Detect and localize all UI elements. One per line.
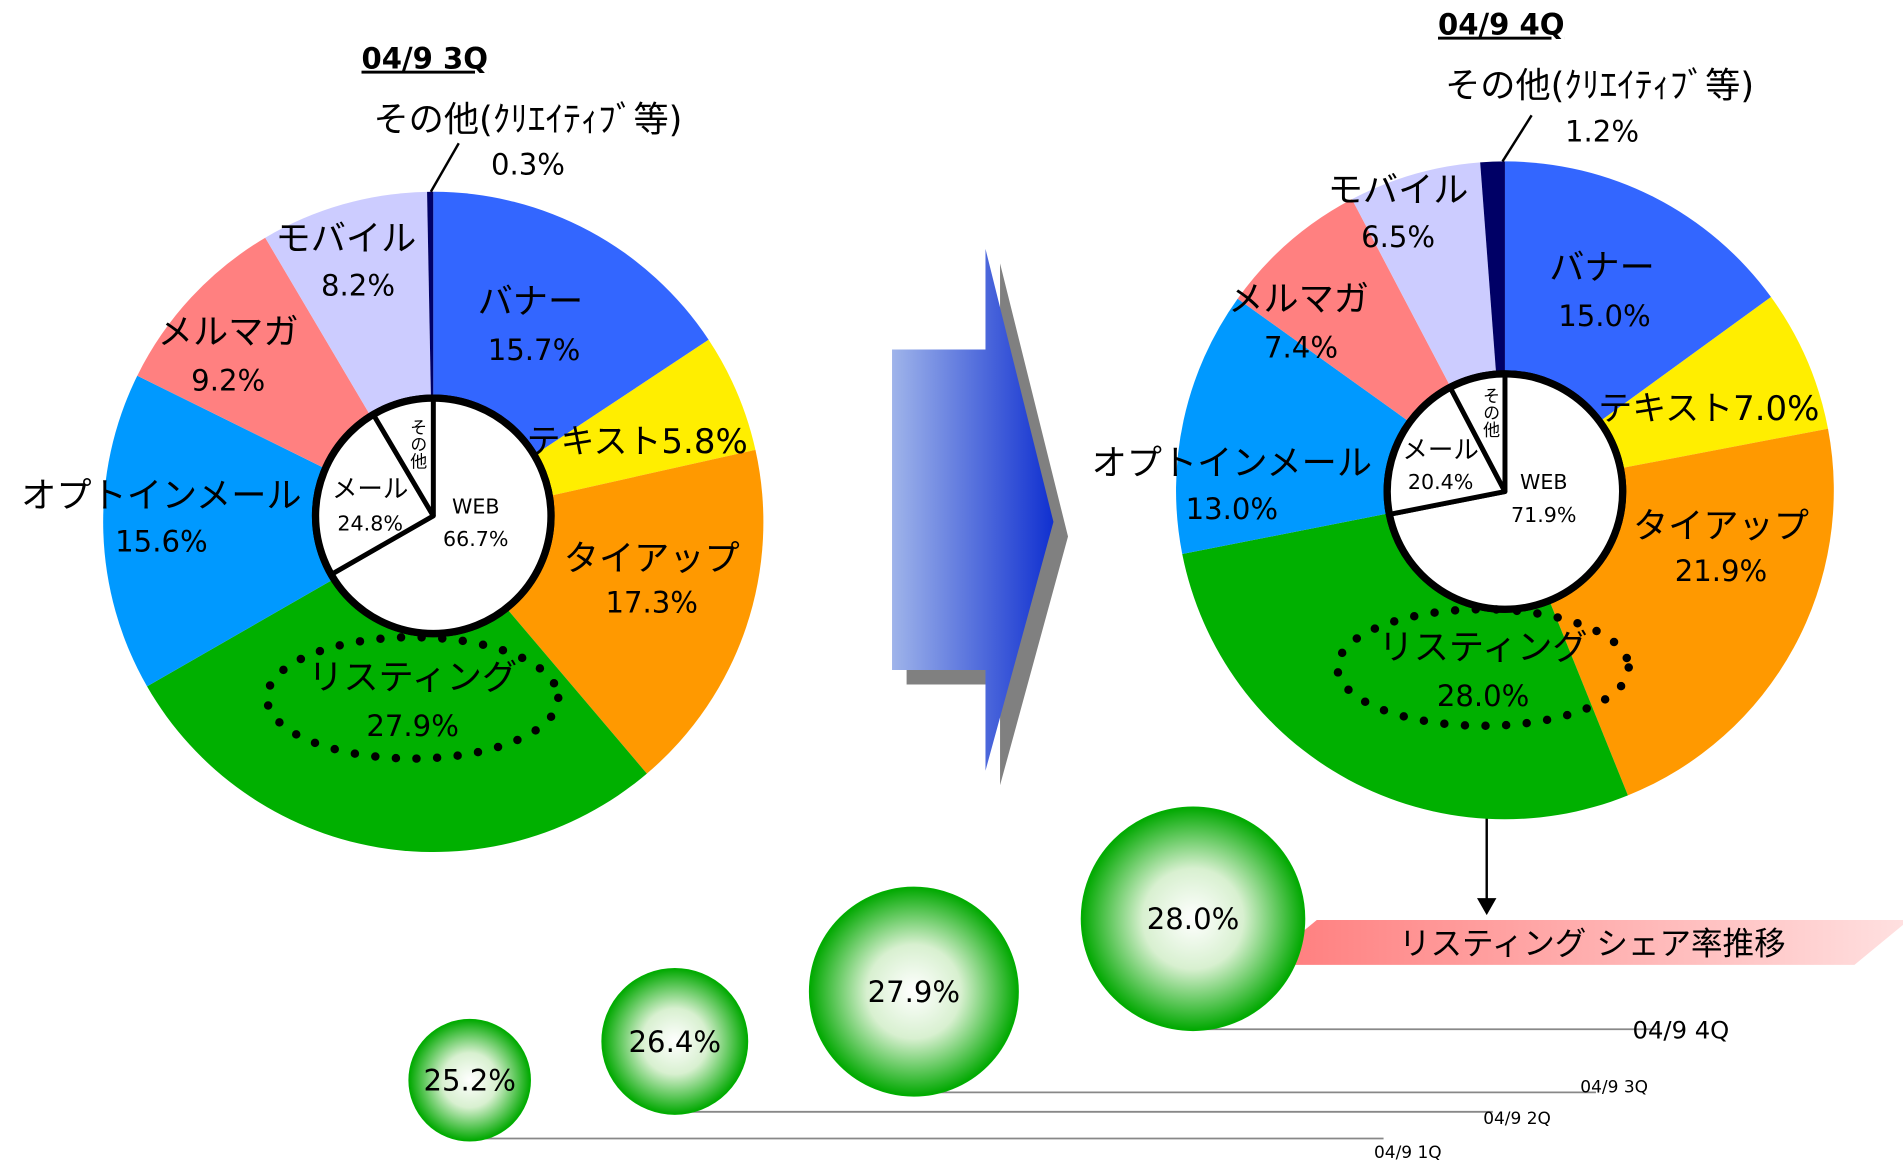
slice-name: オプトインメール (21, 476, 301, 517)
slice-value: 7.0% (1733, 389, 1819, 429)
period-label: 04/9 3Q (1580, 1078, 1648, 1098)
slice-value: 7.4% (1264, 331, 1338, 365)
slice-value: 28.0% (1437, 679, 1529, 713)
slice-value: 27.9% (366, 709, 458, 743)
slice-label: テキスト5.8% (527, 422, 748, 462)
slice-name: リスティング (308, 658, 517, 699)
period-label: 04/9 1Q (1374, 1143, 1442, 1163)
pie-title: 04/9 3Q (362, 42, 489, 76)
slice-value: 17.3% (605, 585, 697, 619)
leader-line (1501, 114, 1533, 163)
slice-label: テキスト7.0% (1598, 389, 1819, 429)
slice-value: 1.2% (1565, 115, 1639, 149)
leader-line (429, 142, 460, 193)
slice-name: バナー (478, 281, 584, 322)
pie-title: 04/9 4Q (1438, 8, 1565, 42)
banner (1262, 920, 1903, 965)
bubble-value: 26.4% (629, 1025, 721, 1059)
slice-name: その他(ｸﾘｴｲﾃｨﾌﾞ等) (373, 99, 682, 140)
arrow (892, 248, 1054, 771)
inner-name: その他 (406, 419, 426, 470)
slice-name: テキスト (1598, 389, 1733, 429)
inner-name: メール (332, 474, 408, 504)
inner-value: 24.8% (337, 511, 403, 535)
inner-name: WEB (452, 494, 500, 518)
inner-name: WEB (1520, 470, 1568, 494)
slice-value: 6.5% (1361, 220, 1435, 254)
slice-value: 5.8% (661, 422, 747, 462)
slice-name: テキスト (527, 422, 662, 462)
highlight-ellipse (262, 632, 563, 763)
bubble (601, 967, 749, 1115)
inner-ring (311, 394, 555, 638)
bubble (1080, 806, 1306, 1032)
slice-value: 15.6% (115, 525, 207, 559)
bubble (408, 1018, 531, 1142)
slice-name: タイアップ (564, 539, 740, 580)
slice-name: メルマガ (1228, 279, 1369, 320)
slice-value: 15.0% (1558, 299, 1650, 333)
inner-name: メール (1402, 436, 1478, 466)
slice-name: メルマガ (158, 312, 299, 353)
slice-value: 15.7% (488, 333, 580, 367)
pie-slice (103, 375, 434, 687)
bubble (808, 886, 1019, 1097)
bubble-value: 27.9% (868, 975, 960, 1009)
bubble-value: 28.0% (1147, 902, 1239, 936)
slice-name: モバイル (1328, 170, 1469, 211)
slice-name: オプトインメール (1092, 443, 1372, 484)
slice-value: 21.9% (1675, 554, 1767, 588)
period-label: 04/9 4Q (1633, 1016, 1730, 1045)
slice-name: バナー (1549, 247, 1655, 288)
banner-title: リスティング シェア率推移 (1399, 926, 1786, 962)
bubble-value: 25.2% (423, 1064, 515, 1098)
slice-value: 13.0% (1186, 492, 1278, 526)
inner-value: 20.4% (1408, 470, 1474, 494)
slice-value: 0.3% (491, 147, 565, 181)
inner-name: その他 (1479, 387, 1499, 438)
pie-slice (147, 521, 647, 853)
slice-name: タイアップ (1633, 506, 1809, 547)
period-label: 04/9 2Q (1483, 1109, 1551, 1129)
slice-name: その他(ｸﾘｴｲﾃｨﾌﾞ等) (1445, 65, 1754, 106)
arrow-head (1477, 898, 1497, 916)
highlight-ellipse (1333, 605, 1633, 731)
slice-name: リスティング (1379, 627, 1588, 668)
inner-value: 71.9% (1511, 503, 1577, 527)
slice-name: モバイル (276, 218, 417, 259)
inner-value: 66.7% (443, 527, 509, 551)
slice-value: 8.2% (321, 269, 395, 303)
slice-value: 9.2% (191, 363, 265, 397)
inner-ring (1383, 370, 1627, 613)
